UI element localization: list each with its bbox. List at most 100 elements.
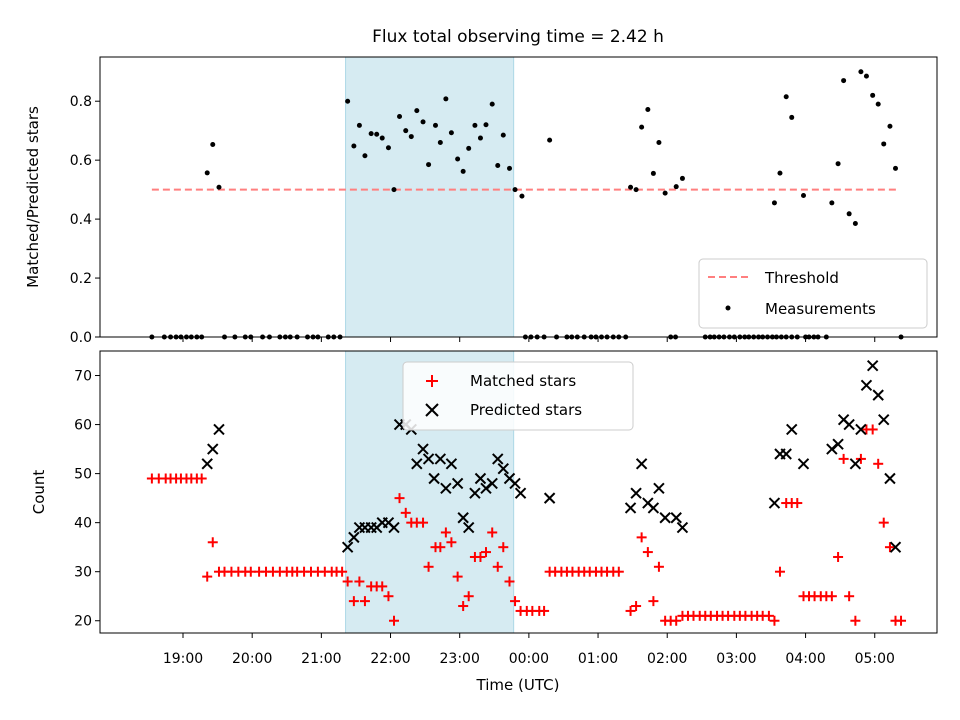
xtick-label: 02:00 (647, 651, 687, 667)
matched-star-point (492, 561, 503, 572)
legend-predicted-swatch (425, 403, 439, 417)
predicted-star-point (884, 472, 896, 485)
matched-star-point (342, 576, 353, 587)
xtick-label: 01:00 (578, 651, 618, 667)
predicted-star-point (872, 389, 884, 401)
measurement-point (656, 139, 662, 145)
matched-star-point (653, 561, 664, 572)
xtick-label: 00:00 (509, 651, 549, 667)
matched-star-point (613, 566, 624, 577)
measurement-point (437, 139, 443, 145)
matched-star-point (539, 605, 550, 616)
bottom-legend: Matched stars Predicted stars (402, 361, 634, 431)
measurement-point (858, 69, 864, 75)
matched-star-point (458, 601, 469, 612)
measurement-point (835, 161, 841, 167)
legend-matched-label: Matched stars (470, 372, 576, 390)
matched-star-point (359, 596, 370, 607)
matched-star-point (452, 571, 463, 582)
matched-star-point (838, 453, 849, 464)
measurement-point (679, 175, 685, 181)
matched-star-point (855, 453, 866, 464)
measurement-point (403, 128, 409, 134)
xtick-label: 19:00 (163, 651, 203, 667)
measurement-point (477, 135, 483, 141)
matched-star-point (394, 493, 405, 504)
predicted-star-point (492, 453, 504, 465)
bottom-ytick-label: 60 (74, 418, 92, 434)
matched-star-point (826, 591, 837, 602)
measurement-point (512, 187, 518, 193)
matched-star-point (774, 566, 785, 577)
measurement-point (489, 101, 495, 107)
matched-star-point (475, 551, 486, 562)
matched-star-point (844, 591, 855, 602)
top-panel: Flux total observing time = 2.42 h 0.0 0.… (24, 27, 938, 346)
measurement-point (771, 200, 777, 206)
measurement-point (829, 200, 835, 206)
predicted-star-point (832, 438, 844, 450)
matched-star-point (510, 596, 521, 607)
top-ytick-label: 0.2 (70, 271, 92, 287)
predicted-star-point (843, 418, 855, 431)
bottom-plot-frame (99, 350, 938, 634)
predicted-star-point (866, 360, 879, 372)
matched-star-point (423, 561, 434, 572)
xtick-label: 05:00 (855, 651, 895, 667)
measurement-point (448, 130, 454, 136)
matched-star-point (631, 601, 642, 612)
bottom-ytick-label: 20 (74, 614, 92, 630)
xtick-label: 04:00 (785, 651, 825, 667)
predicted-star-point (786, 423, 798, 436)
measurement-point (673, 184, 679, 190)
measurement-point (846, 211, 852, 217)
predicted-star-point (659, 512, 671, 524)
matched-star-point (337, 566, 348, 577)
top-ytick-label: 0.8 (70, 94, 92, 110)
matched-star-point (498, 542, 509, 553)
predicted-star-point (797, 458, 810, 470)
measurement-point (841, 78, 847, 84)
bottom-ytick-label: 70 (74, 369, 92, 385)
predicted-star-point (624, 502, 637, 514)
measurement-point (628, 184, 634, 190)
predicted-star-point (889, 541, 902, 553)
legend-threshold-label: Threshold (764, 269, 839, 287)
x-axis-label: Time (UTC) (476, 676, 560, 694)
matched-star-point (833, 551, 844, 562)
predicted-star-point (411, 458, 423, 470)
matched-star-point (418, 517, 429, 528)
predicted-star-point (486, 477, 498, 490)
measurement-point (466, 145, 472, 151)
matched-star-point (354, 576, 365, 587)
measurement-point (432, 122, 438, 128)
predicted-star-point (462, 521, 475, 534)
legend-matched-swatch (426, 375, 438, 387)
measurement-point (426, 162, 432, 168)
measurement-point (345, 98, 351, 104)
matched-star-point (671, 615, 682, 626)
bottom-legend-box (402, 361, 634, 431)
measurement-point (408, 134, 414, 140)
bottom-ytick-label: 50 (74, 467, 92, 483)
predicted-star-point (878, 413, 890, 426)
measurement-point (385, 145, 391, 151)
top-ytick-label: 0.0 (70, 330, 92, 346)
matched-star-point (792, 498, 803, 509)
observing-window-shade (345, 56, 515, 338)
measurement-point (210, 142, 216, 148)
xtick-label: 20:00 (232, 651, 272, 667)
predicted-star-point (509, 477, 521, 490)
measurement-point (662, 190, 668, 196)
matched-star-point (196, 473, 207, 484)
predicted-star-point (647, 502, 660, 514)
measurement-point (863, 73, 869, 79)
predicted-star-point (474, 472, 487, 485)
measurement-point (852, 221, 858, 227)
bottom-y-axis-label: Count (30, 470, 48, 515)
predicted-star-point (417, 443, 429, 455)
predicted-star-point (451, 477, 464, 490)
predicted-star-point (348, 531, 360, 544)
predicted-star-point (514, 487, 527, 499)
